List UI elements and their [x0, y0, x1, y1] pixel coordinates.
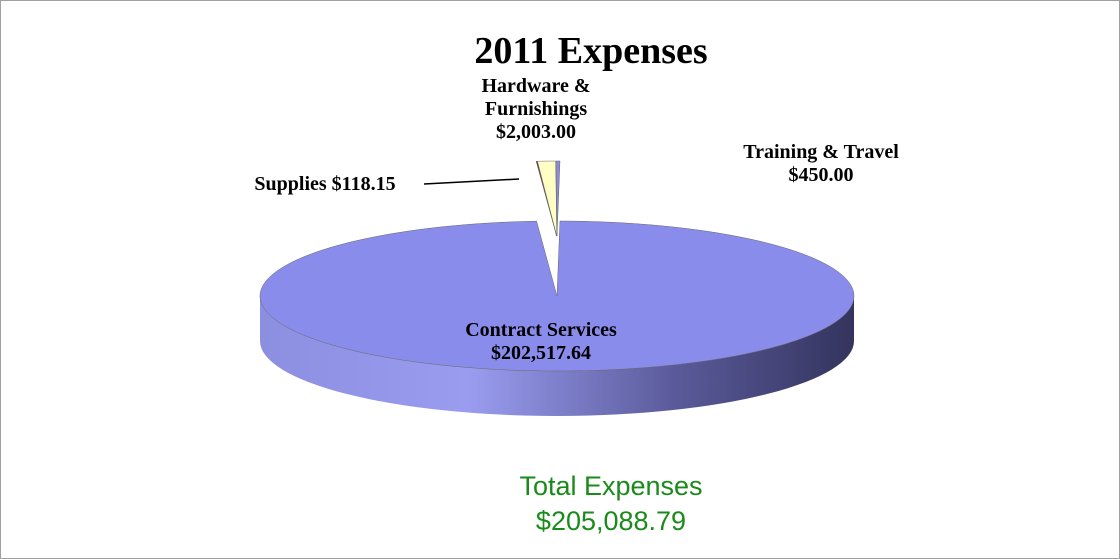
value-label: $2,003.00	[496, 121, 576, 143]
category-label: Supplies	[254, 173, 327, 195]
category-label: Hardware & Furnishings	[481, 75, 591, 120]
slice	[555, 160, 561, 237]
chart-title: 2011 Expenses	[474, 30, 708, 72]
slice-label: Training & Travel $450.00	[721, 141, 921, 187]
value-label: $202,517.64	[491, 342, 591, 364]
slice-label: Hardware & Furnishings $2,003.00	[441, 75, 631, 144]
value-label: $450.00	[788, 164, 854, 186]
slice	[537, 160, 558, 237]
total-label: Total Expenses	[519, 471, 703, 501]
slice-side	[260, 296, 854, 416]
value-label: $118.15	[331, 173, 396, 195]
category-label: Training & Travel	[743, 141, 899, 163]
leader-line	[423, 178, 520, 185]
slice-label: Supplies $118.15	[215, 173, 435, 196]
category-label: Contract Services	[465, 319, 617, 341]
slice	[259, 220, 855, 372]
slice-label: Contract Services $202,517.64	[431, 319, 651, 365]
pie	[259, 160, 855, 416]
total-value: $205,088.79	[535, 506, 687, 536]
